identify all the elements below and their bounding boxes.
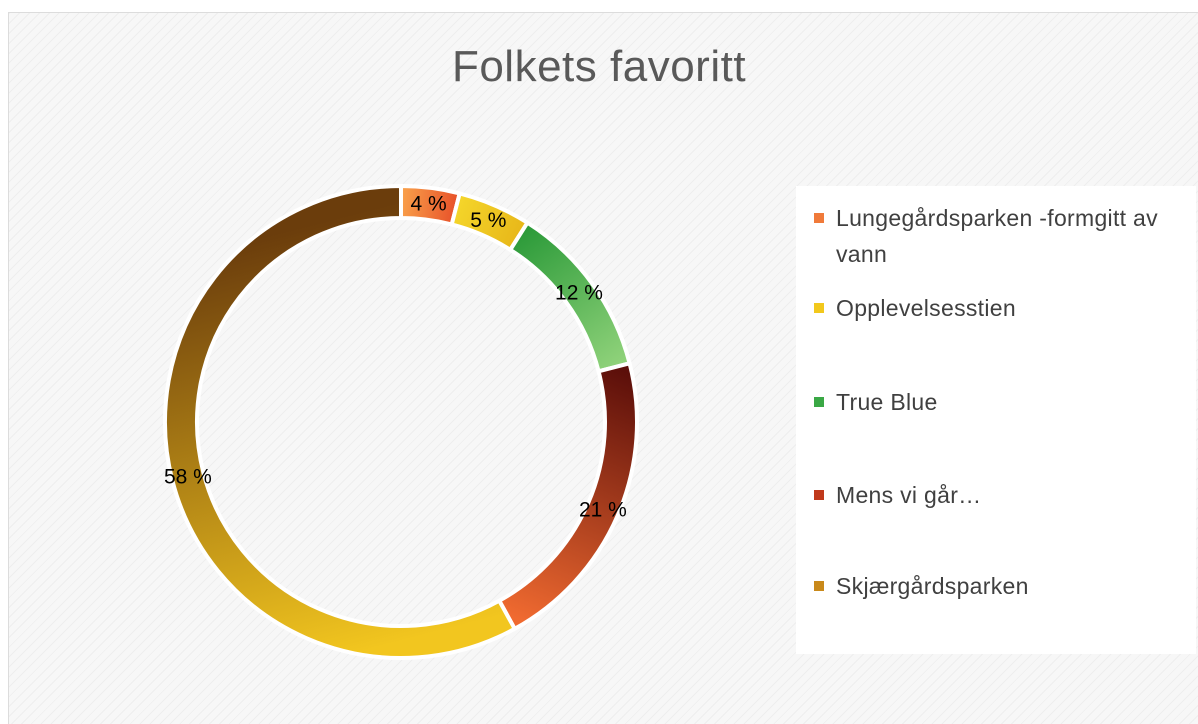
legend: Lungegårdsparken -formgitt av vann Opple… bbox=[796, 186, 1196, 654]
legend-swatch-icon bbox=[814, 397, 824, 407]
legend-item: Skjærgårdsparken bbox=[814, 568, 1184, 604]
chart-title: Folkets favoritt bbox=[451, 42, 747, 91]
data-label: 58 % bbox=[164, 466, 212, 489]
legend-swatch-icon bbox=[814, 213, 824, 223]
legend-swatch-icon bbox=[814, 490, 824, 500]
legend-item: Opplevelsesstien bbox=[814, 290, 1184, 326]
donut-segment bbox=[163, 183, 518, 660]
data-label: 5 % bbox=[470, 209, 506, 232]
legend-swatch-icon bbox=[814, 581, 824, 591]
data-label: 12 % bbox=[555, 282, 603, 305]
legend-label: Skjærgårdsparken bbox=[836, 573, 1029, 599]
legend-label: Lungegårdsparken -formgitt av vann bbox=[836, 205, 1158, 267]
legend-swatch-icon bbox=[814, 303, 824, 313]
legend-label: True Blue bbox=[836, 389, 938, 415]
donut-segment bbox=[496, 360, 639, 632]
legend-label: Opplevelsesstien bbox=[836, 295, 1016, 321]
data-label: 21 % bbox=[579, 498, 627, 521]
legend-label: Mens vi går… bbox=[836, 482, 982, 508]
legend-item: Mens vi går… bbox=[814, 477, 1184, 513]
data-label: 4 % bbox=[410, 193, 446, 216]
legend-item: Lungegårdsparken -formgitt av vann bbox=[814, 200, 1184, 272]
legend-item: True Blue bbox=[814, 384, 1184, 420]
